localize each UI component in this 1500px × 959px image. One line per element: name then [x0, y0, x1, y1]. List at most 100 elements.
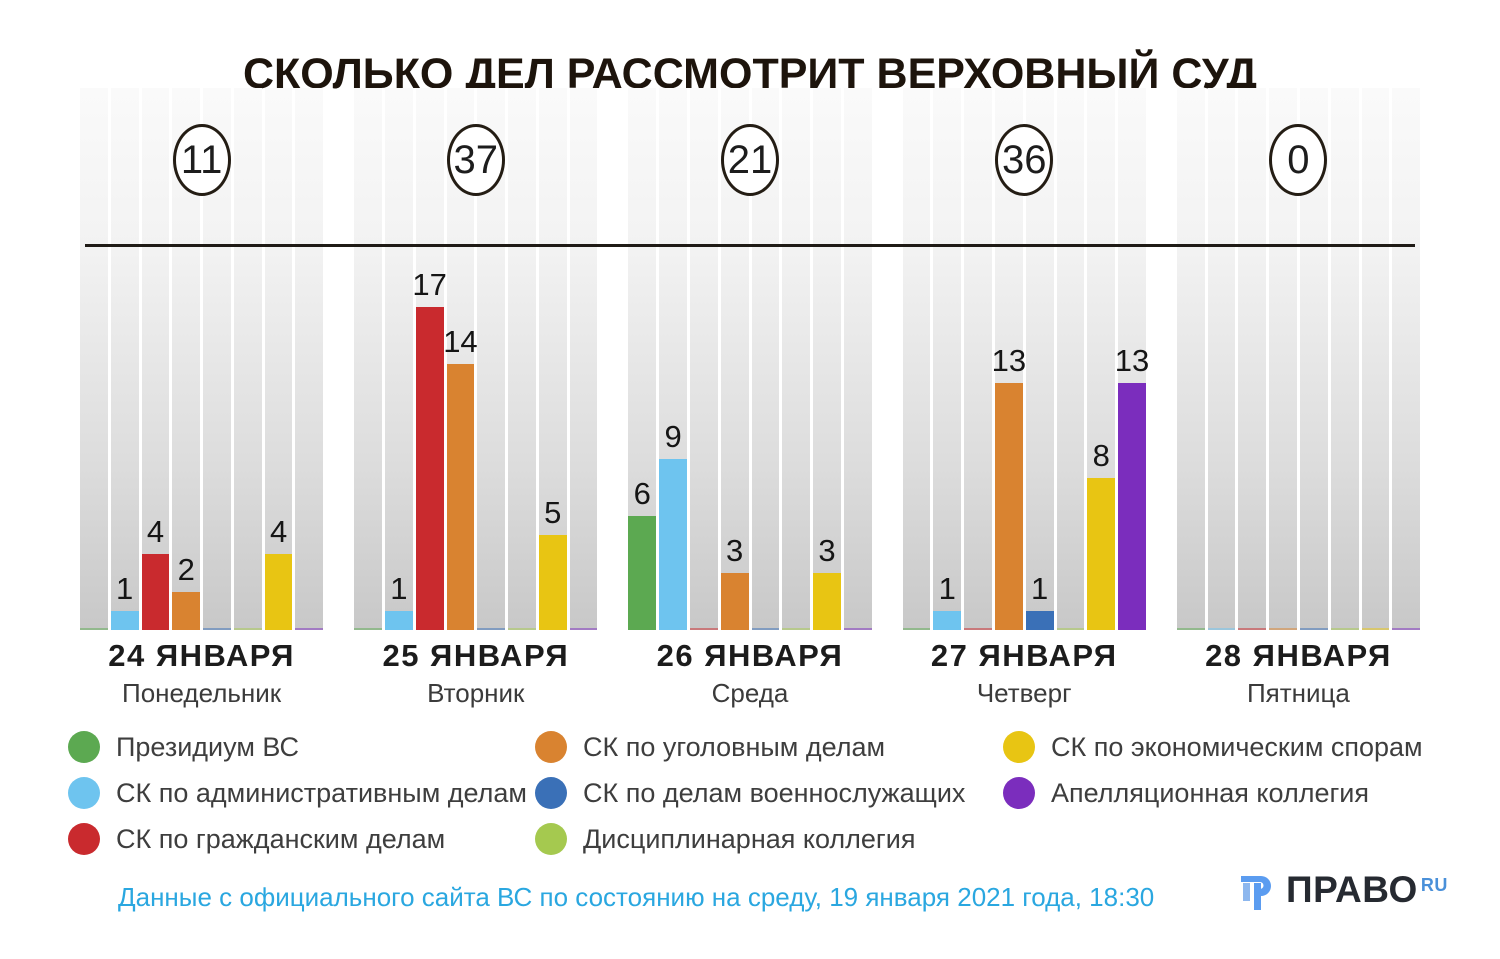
category-column-disciplinarnaya [508, 88, 536, 630]
category-column-sk-grazhdanskie [689, 88, 718, 630]
legend-item-sk-voennye: СК по делам военнослужащих [535, 776, 965, 810]
zero-baseline-strip [203, 628, 231, 630]
category-column-apellyacionnaya [843, 88, 872, 630]
zero-baseline-strip [477, 628, 506, 630]
category-column-sk-ekonom [1361, 88, 1390, 630]
category-column-apellyacionnaya [569, 88, 598, 630]
category-column-apellyacionnaya [295, 88, 324, 630]
legend-label: СК по экономическим спорам [1051, 731, 1423, 762]
day-weekday-label: Среда [711, 678, 789, 708]
day-total-circle: 0 [1269, 124, 1328, 196]
day-date-label: 25 ЯНВАРЯ [382, 638, 570, 673]
bar-value-label: 4 [269, 514, 288, 549]
category-column-prezidium-vs [1176, 88, 1205, 630]
category-column-apellyacionnaya [1392, 88, 1421, 630]
bar-sk-ekonom [264, 554, 293, 630]
legend-column: СК по уголовным делам СК по делам военнос… [535, 730, 965, 868]
legend-dot-sk-grazhdanskie [68, 823, 100, 855]
day-weekday-label: Понедельник [122, 678, 282, 708]
bar-value-label: 13 [991, 343, 1027, 378]
bar-sk-ugolovnye [994, 383, 1023, 630]
day-labels: 24 ЯНВАРЯ Понедельник [80, 638, 323, 709]
bar-value-label: 3 [726, 533, 744, 568]
category-column-sk-admin: 1 [933, 88, 962, 630]
bar-sk-ugolovnye [720, 573, 749, 630]
day-labels: 28 ЯНВАРЯ Пятница [1177, 638, 1420, 709]
day-labels: 25 ЯНВАРЯ Вторник [354, 638, 597, 709]
day-labels: 26 ЯНВАРЯ Среда [628, 638, 871, 709]
bar-chart: 11 1 4 2 4 24 ЯНВАРЯ Понедельник 37 1 17 14 5 25 ЯНВ… [80, 88, 1421, 708]
legend-item-sk-ekonom: СК по экономическим спорам [1003, 730, 1423, 764]
category-column-prezidium-vs [902, 88, 931, 630]
pravo-ru-logo: ПРАВО RU [1238, 868, 1448, 914]
legend-label: Дисциплинарная коллегия [583, 823, 916, 854]
legend-item-sk-grazhdanskie: СК по гражданским делам [68, 822, 527, 856]
category-column-prezidium-vs: 6 [628, 88, 657, 630]
bar-value-label: 8 [1092, 438, 1110, 473]
bar-value-label: 1 [390, 571, 408, 606]
legend-item-apellyacionnaya: Апелляционная коллегия [1003, 776, 1423, 810]
day-weekday-label: Четверг [976, 678, 1072, 708]
category-column-sk-admin: 1 [384, 88, 413, 630]
zero-baseline-strip [1056, 628, 1085, 630]
category-column-disciplinarnaya [1330, 88, 1359, 630]
category-column-sk-admin [1207, 88, 1236, 630]
zero-baseline-strip [782, 628, 811, 630]
bar-value-label: 13 [1114, 343, 1150, 378]
zero-baseline-strip [233, 628, 262, 630]
bar-sk-admin [110, 611, 139, 630]
bar-sk-admin [384, 611, 413, 630]
legend-label: Президиум ВС [116, 731, 300, 762]
legend-label: СК по делам военнослужащих [583, 777, 966, 808]
zero-baseline-strip [1392, 628, 1421, 630]
zero-baseline-strip [964, 628, 992, 630]
day-total-circle: 21 [721, 124, 779, 196]
bar-sk-voennye [1025, 611, 1054, 630]
category-column-apellyacionnaya: 13 [1114, 88, 1150, 630]
bar-value-label: 6 [633, 476, 651, 511]
legend-label: СК по уголовным делам [583, 731, 886, 762]
zero-baseline-strip [508, 628, 536, 630]
bar-value-label: 9 [664, 419, 682, 454]
category-column-sk-admin: 9 [659, 88, 687, 630]
category-column-sk-ekonom: 5 [538, 88, 567, 630]
zero-baseline-strip [354, 628, 382, 630]
legend-column: Президиум ВС СК по административным делам… [68, 730, 527, 868]
zero-baseline-strip [80, 628, 108, 630]
bar-value-label: 3 [818, 533, 836, 568]
category-column-sk-admin: 1 [110, 88, 139, 630]
bar-value-label: 14 [443, 324, 478, 359]
bar-sk-ekonom [538, 535, 567, 630]
bar-sk-admin [933, 611, 962, 630]
day-date-label: 26 ЯНВАРЯ [656, 638, 844, 673]
category-column-sk-ekonom: 8 [1087, 88, 1116, 630]
zero-baseline-strip [689, 628, 718, 630]
logo-text: ПРАВО [1286, 869, 1418, 910]
day-group: 0 28 ЯНВАРЯ Пятница [1176, 88, 1421, 708]
category-column-prezidium-vs [354, 88, 382, 630]
legend-item-sk-admin: СК по административным делам [68, 776, 527, 810]
legend-item-sk-ugolovnye: СК по уголовным делам [535, 730, 965, 764]
legend-dot-sk-ugolovnye [535, 731, 567, 763]
zero-baseline-strip [843, 628, 872, 630]
day-total-circle: 36 [995, 124, 1054, 196]
day-weekday-label: Вторник [427, 678, 525, 708]
category-column-disciplinarnaya [233, 88, 262, 630]
legend-column: СК по экономическим спорам Апелляционная … [1003, 730, 1423, 822]
legend-label: СК по гражданским делам [116, 823, 446, 854]
zero-baseline-strip [1176, 628, 1205, 630]
day-group: 36 1 13 1 8 13 27 ЯНВАРЯ Четверг [902, 88, 1150, 708]
bar-value-label: 2 [177, 552, 195, 587]
zero-baseline-strip [1299, 628, 1328, 630]
bar-value-label: 4 [146, 514, 165, 549]
bar-value-label: 1 [938, 571, 956, 606]
day-group: 37 1 17 14 5 25 ЯНВАРЯ Вторник [354, 88, 598, 708]
bar-sk-grazhdanskie [141, 554, 170, 630]
day-group: 11 1 4 2 4 24 ЯНВАРЯ Понедельник [80, 88, 324, 708]
category-column-sk-grazhdanskie: 17 [412, 88, 447, 630]
category-column-sk-ekonom: 4 [264, 88, 293, 630]
zero-baseline-strip [295, 628, 324, 630]
category-column-disciplinarnaya [782, 88, 811, 630]
day-date-label: 28 ЯНВАРЯ [1205, 638, 1392, 673]
